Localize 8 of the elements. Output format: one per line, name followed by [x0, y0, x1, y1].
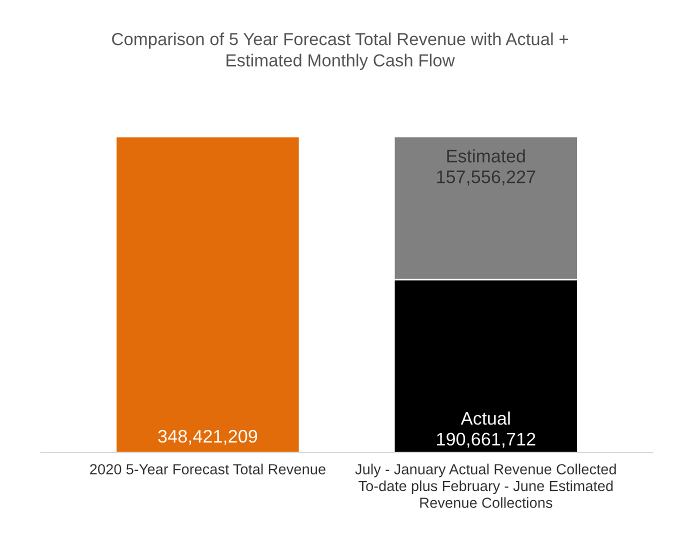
data-label: 157,556,227 — [437, 170, 536, 186]
data-label: 190,661,712 — [437, 432, 536, 448]
chart-title: Comparison of 5 Year Forecast Total Revenue with Actual + Estimated Monthly Cash Flow — [112, 32, 568, 70]
x-tick-label: 2020 5-Year Forecast Total Revenue — [90, 464, 326, 474]
series-label: Actual — [460, 412, 510, 425]
x-tick-label: July - January Actual Revenue Collected To-date plus February - June Estimated Revenue Collections — [355, 464, 616, 508]
series-label: Estimated — [447, 149, 525, 162]
data-label: 348,421,209 — [158, 430, 258, 445]
